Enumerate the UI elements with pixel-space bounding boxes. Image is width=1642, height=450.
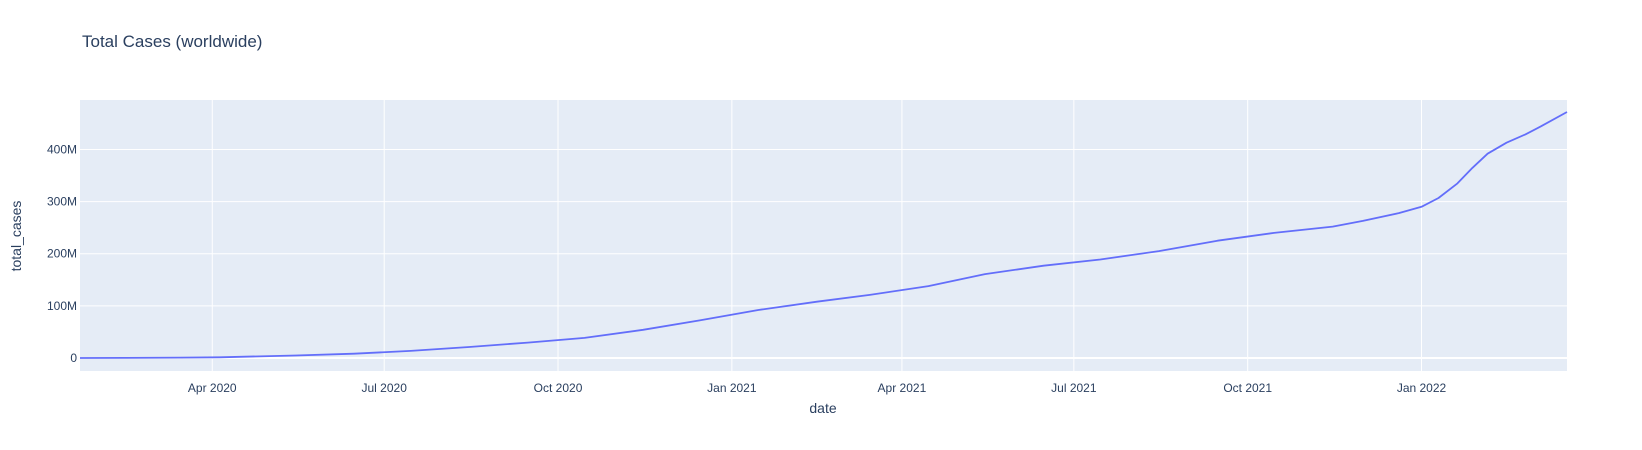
- x-tick-label: Jul 2021: [1051, 381, 1097, 395]
- y-tick-label: 0: [70, 351, 77, 365]
- y-tick-label: 200M: [47, 247, 77, 261]
- x-tick-label: Apr 2020: [188, 381, 237, 395]
- x-tick-label: Jan 2021: [707, 381, 757, 395]
- y-tick-labels: 0 100M 200M 300M 400M: [47, 143, 77, 365]
- x-axis-title: date: [809, 400, 836, 416]
- x-tick-label: Apr 2021: [878, 381, 927, 395]
- y-gridlines: [80, 149, 1567, 359]
- x-tick-label: Oct 2020: [534, 381, 583, 395]
- y-tick-label: 100M: [47, 299, 77, 313]
- x-tick-labels: Apr 2020 Jul 2020 Oct 2020 Jan 2021 Apr 2021…: [188, 381, 1447, 395]
- series-group: [79, 111, 1568, 359]
- chart-title: Total Cases (worldwide): [82, 32, 263, 51]
- x-tick-label: Jul 2020: [362, 381, 408, 395]
- y-tick-label: 300M: [47, 195, 77, 209]
- plot-area: [80, 100, 1567, 371]
- x-tick-label: Jan 2022: [1397, 381, 1447, 395]
- x-gridlines: [211, 100, 1423, 371]
- y-tick-label: 400M: [47, 143, 77, 157]
- series-line: [79, 111, 1568, 359]
- x-tick-label: Oct 2021: [1223, 381, 1272, 395]
- y-axis-title: total_cases: [8, 201, 24, 272]
